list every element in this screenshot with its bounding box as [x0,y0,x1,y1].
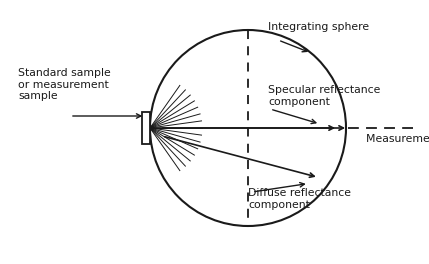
Text: Specular reflectance
component: Specular reflectance component [268,85,381,107]
Bar [142,112,150,144]
Text: Standard sample
or measurement
sample: Standard sample or measurement sample [18,68,111,101]
Text: Measurement light: Measurement light [366,134,429,144]
Text: Diffuse reflectance
component: Diffuse reflectance component [248,188,351,210]
Text: Integrating sphere: Integrating sphere [268,22,369,32]
